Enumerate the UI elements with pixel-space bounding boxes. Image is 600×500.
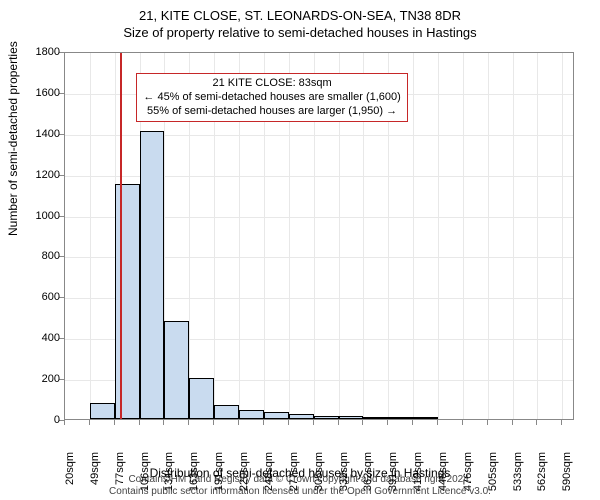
chart-title: 21, KITE CLOSE, ST. LEONARDS-ON-SEA, TN3… bbox=[0, 8, 600, 23]
xtick-mark bbox=[362, 420, 363, 425]
xtick-label: 20sqm bbox=[64, 452, 76, 496]
ytick-label: 1200 bbox=[10, 169, 60, 181]
xtick-mark bbox=[536, 420, 537, 425]
xtick-mark bbox=[238, 420, 239, 425]
annotation-line-2: ← 45% of semi-detached houses are smalle… bbox=[143, 91, 400, 105]
xtick-mark bbox=[561, 420, 562, 425]
xtick-mark bbox=[213, 420, 214, 425]
ytick-label: 800 bbox=[10, 250, 60, 262]
xtick-label: 220sqm bbox=[238, 452, 250, 496]
chart-subtitle: Size of property relative to semi-detach… bbox=[0, 25, 600, 40]
xtick-mark bbox=[412, 420, 413, 425]
histogram-bar bbox=[239, 410, 264, 419]
histogram-bar bbox=[388, 417, 413, 419]
xtick-mark bbox=[313, 420, 314, 425]
gridline-v bbox=[413, 53, 414, 419]
plot-area: 21 KITE CLOSE: 83sqm← 45% of semi-detach… bbox=[64, 52, 574, 420]
chart-container: 21, KITE CLOSE, ST. LEONARDS-ON-SEA, TN3… bbox=[0, 0, 600, 500]
xtick-label: 106sqm bbox=[139, 452, 151, 496]
xtick-mark bbox=[114, 420, 115, 425]
xtick-label: 562sqm bbox=[536, 452, 548, 496]
ytick-label: 1600 bbox=[10, 87, 60, 99]
xtick-mark bbox=[487, 420, 488, 425]
gridline-v bbox=[562, 53, 563, 419]
property-marker-line bbox=[120, 53, 122, 419]
xtick-label: 332sqm bbox=[338, 452, 350, 496]
ytick-label: 600 bbox=[10, 291, 60, 303]
title-block: 21, KITE CLOSE, ST. LEONARDS-ON-SEA, TN3… bbox=[0, 0, 600, 40]
histogram-bar bbox=[264, 412, 289, 419]
histogram-bar bbox=[363, 417, 388, 419]
xtick-mark bbox=[89, 420, 90, 425]
xtick-mark bbox=[263, 420, 264, 425]
gridline-v bbox=[463, 53, 464, 419]
xtick-label: 277sqm bbox=[288, 452, 300, 496]
ytick-label: 1000 bbox=[10, 210, 60, 222]
xtick-label: 391sqm bbox=[387, 452, 399, 496]
xtick-label: 533sqm bbox=[512, 452, 524, 496]
xtick-mark bbox=[387, 420, 388, 425]
xtick-label: 49sqm bbox=[89, 452, 101, 496]
xtick-label: 248sqm bbox=[263, 452, 275, 496]
xtick-label: 305sqm bbox=[313, 452, 325, 496]
xtick-mark bbox=[338, 420, 339, 425]
xtick-mark bbox=[462, 420, 463, 425]
xtick-mark bbox=[64, 420, 65, 425]
xtick-mark bbox=[163, 420, 164, 425]
gridline-v bbox=[537, 53, 538, 419]
histogram-bar bbox=[214, 405, 239, 419]
xtick-label: 134sqm bbox=[163, 452, 175, 496]
ytick-label: 1400 bbox=[10, 128, 60, 140]
annotation-line-3: 55% of semi-detached houses are larger (… bbox=[143, 105, 400, 119]
ytick-label: 400 bbox=[10, 332, 60, 344]
ytick-label: 0 bbox=[10, 414, 60, 426]
xtick-mark bbox=[512, 420, 513, 425]
xtick-label: 448sqm bbox=[437, 452, 449, 496]
xtick-label: 476sqm bbox=[462, 452, 474, 496]
xtick-label: 419sqm bbox=[412, 452, 424, 496]
histogram-bar bbox=[90, 403, 115, 419]
xtick-label: 590sqm bbox=[561, 452, 573, 496]
histogram-bar bbox=[314, 416, 339, 419]
ytick-label: 200 bbox=[10, 373, 60, 385]
xtick-mark bbox=[437, 420, 438, 425]
annotation-line-1: 21 KITE CLOSE: 83sqm bbox=[143, 77, 400, 91]
xtick-label: 362sqm bbox=[362, 452, 374, 496]
gridline-v bbox=[438, 53, 439, 419]
ytick-label: 1800 bbox=[10, 46, 60, 58]
xtick-label: 505sqm bbox=[487, 452, 499, 496]
xtick-label: 163sqm bbox=[188, 452, 200, 496]
annotation-box: 21 KITE CLOSE: 83sqm← 45% of semi-detach… bbox=[136, 73, 407, 122]
histogram-bar bbox=[413, 417, 438, 419]
gridline-v bbox=[513, 53, 514, 419]
gridline-v bbox=[488, 53, 489, 419]
histogram-bar bbox=[164, 321, 189, 419]
histogram-bar bbox=[189, 378, 214, 419]
xtick-label: 77sqm bbox=[114, 452, 126, 496]
xtick-label: 191sqm bbox=[213, 452, 225, 496]
gridline-v bbox=[90, 53, 91, 419]
histogram-bar bbox=[289, 414, 314, 419]
histogram-bar bbox=[339, 416, 364, 419]
xtick-mark bbox=[188, 420, 189, 425]
histogram-bar bbox=[115, 184, 140, 419]
xtick-mark bbox=[288, 420, 289, 425]
xtick-mark bbox=[139, 420, 140, 425]
histogram-bar bbox=[140, 131, 165, 419]
